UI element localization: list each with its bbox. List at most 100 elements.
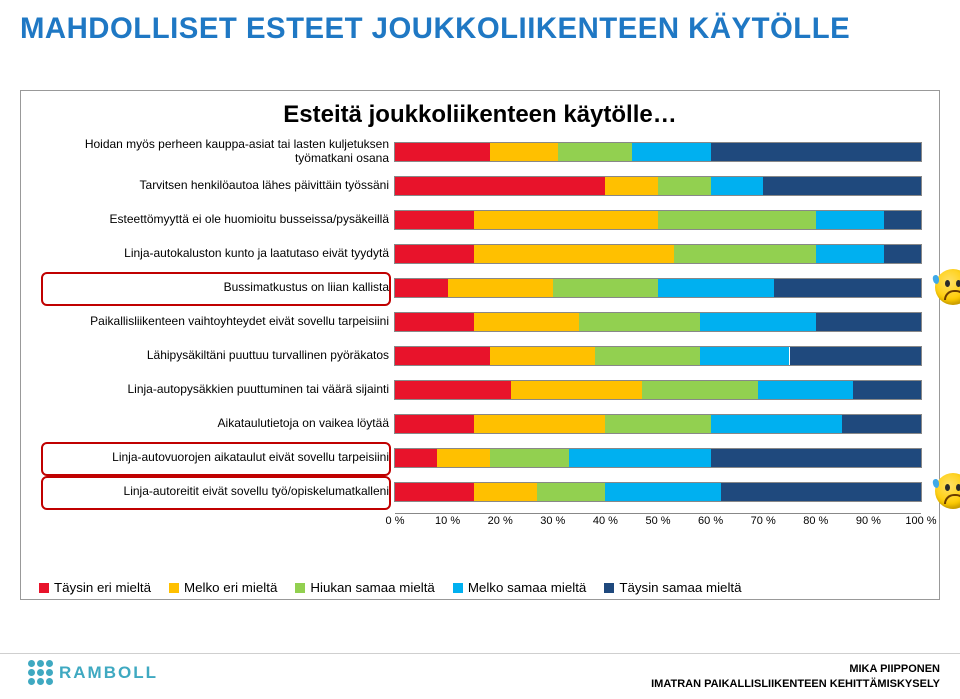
legend-swatch-icon — [295, 583, 305, 593]
bar-segment — [490, 347, 595, 365]
bar-segment — [758, 381, 853, 399]
bar-segment — [395, 381, 511, 399]
bar-segment — [448, 279, 553, 297]
bar-segment — [853, 381, 921, 399]
footer-author: MIKA PIIPPONEN — [651, 662, 940, 676]
bar-segment — [595, 347, 700, 365]
x-tick-label: 50 % — [645, 515, 670, 527]
bar-segment — [490, 449, 569, 467]
bar-segment — [490, 143, 558, 161]
bar-segment — [711, 177, 764, 195]
bar-segment — [658, 211, 816, 229]
bar-segment — [395, 347, 490, 365]
x-tick-label: 80 % — [803, 515, 828, 527]
bar-track — [395, 415, 921, 433]
x-tick-label: 90 % — [856, 515, 881, 527]
x-tick-label: 100 % — [905, 515, 936, 527]
footer: MIKA PIIPPONEN IMATRAN PAIKALLISLIIKENTE… — [651, 662, 940, 691]
x-tick-label: 70 % — [751, 515, 776, 527]
row-label: Linja-autopysäkkien puuttuminen tai väär… — [39, 383, 395, 397]
bar-segment — [395, 245, 474, 263]
bar-segment — [395, 279, 448, 297]
bar-segment — [774, 279, 921, 297]
bar-segment — [842, 415, 921, 433]
bar-segment — [700, 347, 789, 365]
ramboll-logo: RAMBOLL — [28, 660, 158, 685]
bar-segment — [579, 313, 700, 331]
x-axis-line — [395, 513, 921, 514]
row-label: Linja-autovuorojen aikataulut eivät sove… — [39, 451, 395, 465]
legend: Täysin eri mieltäMelko eri mieltäHiukan … — [39, 580, 921, 595]
bar-segment — [763, 177, 921, 195]
legend-label: Melko eri mieltä — [184, 580, 277, 595]
x-tick-label: 60 % — [698, 515, 723, 527]
legend-label: Hiukan samaa mieltä — [310, 580, 434, 595]
legend-item: Melko samaa mieltä — [453, 580, 587, 595]
bar-segment — [395, 483, 474, 501]
chart-row: Paikallisliikenteen vaihtoyhteydet eivät… — [39, 311, 921, 333]
chart-title: Esteitä joukkoliikenteen käytölle… — [39, 101, 921, 129]
row-label: Tarvitsen henkilöautoa lähes päivittäin … — [39, 179, 395, 193]
bar-segment — [711, 143, 921, 161]
legend-item: Melko eri mieltä — [169, 580, 277, 595]
chart-container: Esteitä joukkoliikenteen käytölle… 0 % 10… — [20, 90, 940, 600]
bar-segment — [395, 177, 605, 195]
bar-segment — [658, 177, 711, 195]
page-title: MAHDOLLISET ESTEET JOUKKOLIIKENTEEN KÄYT… — [20, 12, 940, 46]
bar-track — [395, 347, 921, 365]
row-label: Paikallisliikenteen vaihtoyhteydet eivät… — [39, 315, 395, 329]
footer-subtitle: IMATRAN PAIKALLISLIIKENTEEN KEHITTÄMISKY… — [651, 677, 940, 691]
bar-track — [395, 381, 921, 399]
bar-segment — [474, 245, 674, 263]
chart-row: Linja-autokaluston kunto ja laatutaso ei… — [39, 243, 921, 265]
bar-segment — [569, 449, 711, 467]
bar-track — [395, 143, 921, 161]
chart-row: Bussimatkustus on liian kallista — [39, 277, 921, 299]
bar-segment — [632, 143, 711, 161]
bar-segment — [605, 415, 710, 433]
footer-divider — [0, 653, 960, 654]
bar-segment — [674, 245, 816, 263]
sad-face-icon — [935, 473, 960, 509]
legend-label: Täysin samaa mieltä — [619, 580, 741, 595]
bar-segment — [816, 245, 884, 263]
chart-row: Hoidan myös perheen kauppa-asiat tai las… — [39, 141, 921, 163]
bar-segment — [605, 483, 721, 501]
x-tick-label: 30 % — [540, 515, 565, 527]
x-tick-label: 40 % — [593, 515, 618, 527]
bar-segment — [474, 483, 537, 501]
chart-row: Aikataulutietoja on vaikea löytää — [39, 413, 921, 435]
plot-area: 0 %10 %20 %30 %40 %50 %60 %70 %80 %90 %1… — [39, 141, 921, 539]
x-axis: 0 %10 %20 %30 %40 %50 %60 %70 %80 %90 %1… — [395, 515, 921, 533]
chart-row: Linja-autovuorojen aikataulut eivät sove… — [39, 447, 921, 469]
chart-row: Tarvitsen henkilöautoa lähes päivittäin … — [39, 175, 921, 197]
row-label: Aikataulutietoja on vaikea löytää — [39, 417, 395, 431]
legend-item: Täysin samaa mieltä — [604, 580, 741, 595]
bar-track — [395, 177, 921, 195]
bar-segment — [700, 313, 816, 331]
bar-segment — [537, 483, 605, 501]
row-label: Bussimatkustus on liian kallista — [39, 281, 395, 295]
logo-dots-icon — [28, 660, 53, 685]
bar-segment — [437, 449, 490, 467]
bar-segment — [474, 211, 658, 229]
bar-track — [395, 483, 921, 501]
x-tick-label: 0 % — [386, 515, 405, 527]
row-label: Linja-autokaluston kunto ja laatutaso ei… — [39, 247, 395, 261]
bar-segment — [558, 143, 632, 161]
legend-swatch-icon — [169, 583, 179, 593]
logo-text: RAMBOLL — [59, 663, 158, 683]
row-label: Esteettömyyttä ei ole huomioitu busseiss… — [39, 213, 395, 227]
bar-track — [395, 211, 921, 229]
bar-segment — [658, 279, 774, 297]
bar-track — [395, 245, 921, 263]
legend-swatch-icon — [453, 583, 463, 593]
bar-segment — [711, 449, 921, 467]
bar-segment — [395, 143, 490, 161]
row-label: Lähipysäkiltäni puuttuu turvallinen pyör… — [39, 349, 395, 363]
bar-track — [395, 279, 921, 297]
bar-segment — [553, 279, 658, 297]
bar-segment — [884, 211, 921, 229]
bar-segment — [721, 483, 921, 501]
bar-track — [395, 449, 921, 467]
